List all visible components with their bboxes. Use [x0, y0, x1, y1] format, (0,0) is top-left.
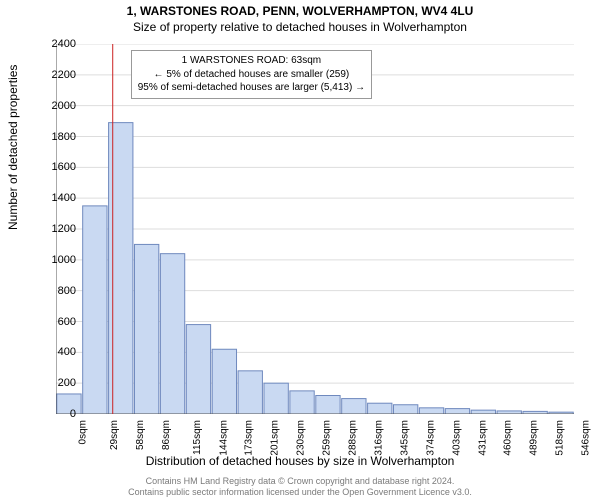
x-tick: 86sqm: [161, 420, 172, 450]
chart-area: 1 WARSTONES ROAD: 63sqm ← 5% of detached…: [56, 44, 574, 414]
x-tick: 173sqm: [244, 420, 255, 456]
x-tick: 230sqm: [296, 420, 307, 456]
x-tick: 58sqm: [135, 420, 146, 450]
y-tick: 1200: [36, 223, 76, 235]
chart-title: 1, WARSTONES ROAD, PENN, WOLVERHAMPTON, …: [0, 0, 600, 18]
y-tick: 800: [36, 285, 76, 297]
y-tick: 600: [36, 316, 76, 328]
x-tick: 288sqm: [348, 420, 359, 456]
x-tick: 403sqm: [451, 420, 462, 456]
x-tick: 144sqm: [218, 420, 229, 456]
y-tick: 1000: [36, 254, 76, 266]
y-tick: 1600: [36, 161, 76, 173]
footer-text: Contains HM Land Registry data © Crown c…: [0, 476, 600, 499]
x-tick: 259sqm: [322, 420, 333, 456]
x-tick: 374sqm: [425, 420, 436, 456]
y-tick: 1800: [36, 131, 76, 143]
y-tick: 400: [36, 346, 76, 358]
x-tick: 201sqm: [270, 420, 281, 456]
x-tick: 460sqm: [503, 420, 514, 456]
histogram-plot: [56, 44, 574, 414]
annotation-line-2: ← 5% of detached houses are smaller (259…: [138, 68, 365, 82]
y-tick: 200: [36, 377, 76, 389]
x-axis-label: Distribution of detached houses by size …: [0, 454, 600, 468]
annotation-line-1: 1 WARSTONES ROAD: 63sqm: [138, 54, 365, 68]
footer-line-1: Contains HM Land Registry data © Crown c…: [0, 476, 600, 487]
x-tick: 489sqm: [529, 420, 540, 456]
y-tick: 2200: [36, 69, 76, 81]
x-tick: 546sqm: [581, 420, 592, 456]
y-tick: 1400: [36, 192, 76, 204]
x-tick: 29sqm: [109, 420, 120, 450]
y-tick: 0: [36, 408, 76, 420]
y-tick: 2000: [36, 100, 76, 112]
x-tick: 316sqm: [373, 420, 384, 456]
y-axis-label: Number of detached properties: [6, 65, 20, 230]
x-tick: 0sqm: [77, 420, 88, 444]
annotation-line-3: 95% of semi-detached houses are larger (…: [138, 81, 365, 95]
x-tick: 431sqm: [477, 420, 488, 456]
chart-subtitle: Size of property relative to detached ho…: [0, 18, 600, 34]
x-tick: 518sqm: [555, 420, 566, 456]
x-tick: 115sqm: [191, 420, 202, 455]
x-tick: 345sqm: [399, 420, 410, 456]
annotation-box: 1 WARSTONES ROAD: 63sqm ← 5% of detached…: [131, 50, 372, 99]
y-tick: 2400: [36, 38, 76, 50]
footer-line-2: Contains public sector information licen…: [0, 487, 600, 498]
